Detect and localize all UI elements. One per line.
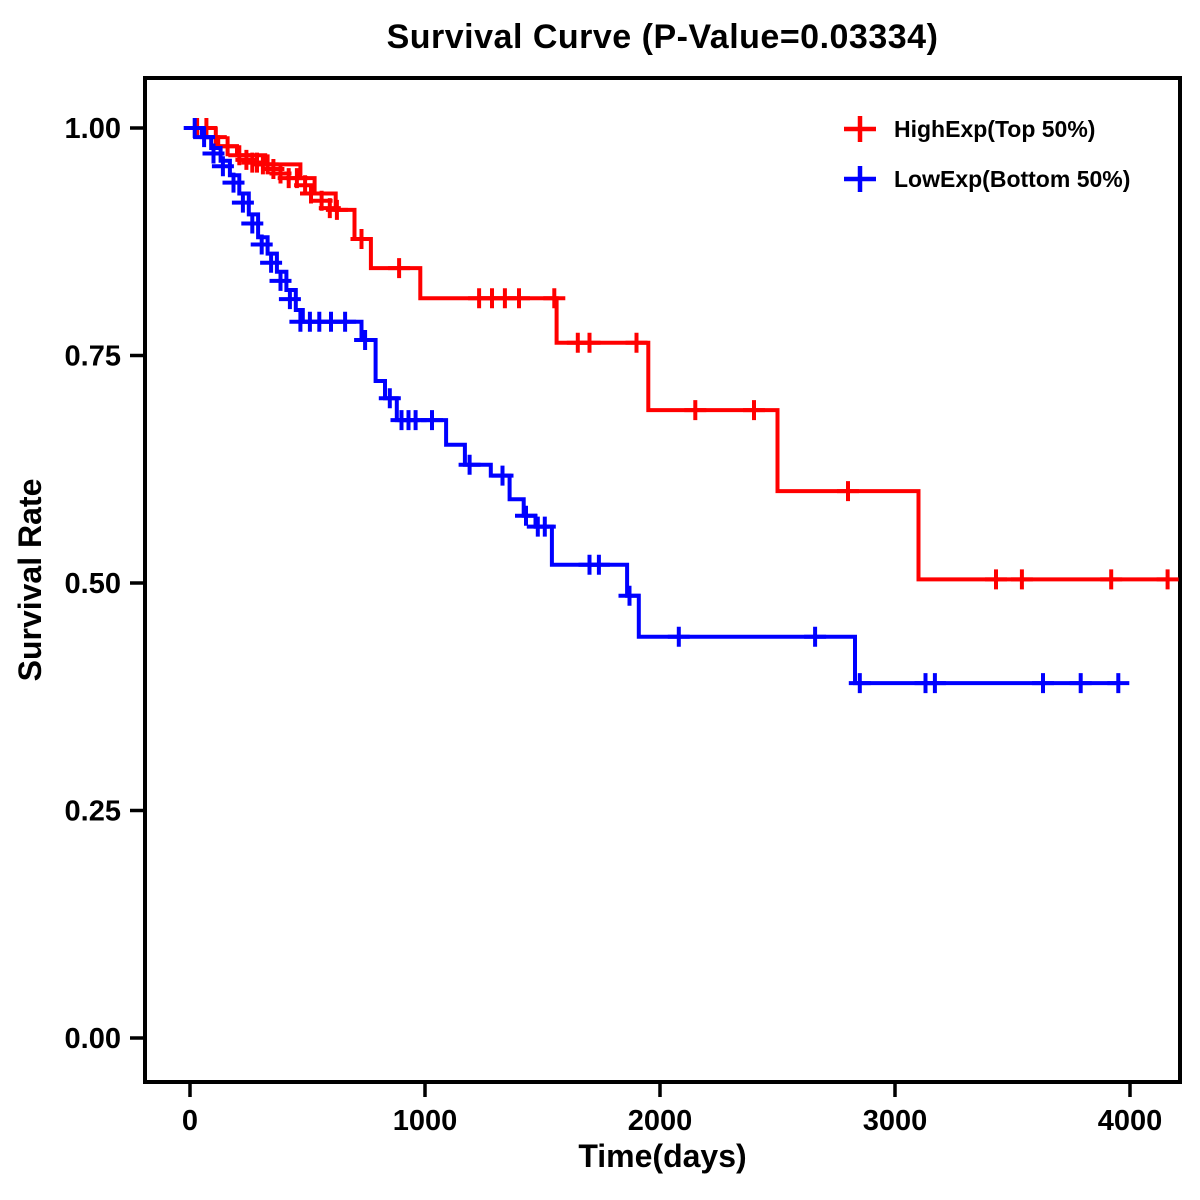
plus-marker-icon [844,166,876,192]
censor-mark [543,288,566,309]
censor-mark [1107,673,1130,694]
y-tick-label: 0.00 [65,1023,121,1055]
censor-mark [260,252,283,273]
censor-mark [222,172,245,193]
censor-mark [618,585,641,606]
y-tick-label: 0.75 [65,341,121,373]
censor-mark [533,516,556,537]
censor-mark [378,388,401,409]
censor-mark [193,127,216,148]
y-tick-label: 0.50 [65,568,121,600]
censor-mark [1032,673,1054,694]
censor-mark [211,156,234,177]
censor-mark [350,229,373,249]
censor-mark [515,505,537,526]
censor-mark [587,554,610,575]
censor-mark [1156,569,1179,590]
censor-mark [743,400,765,421]
censor-mark [421,410,443,431]
censor-mark [985,569,1007,590]
censor-mark [491,465,514,486]
y-tick-label: 0.25 [65,796,121,828]
chart-title: Survival Curve (P-Value=0.03334) [386,18,939,56]
plot-border [143,76,1182,1084]
censor-mark [250,234,273,255]
censor-mark [1100,569,1123,590]
censor-mark [625,332,648,353]
legend-item-highexp: HighExp(Top 50%) [838,112,1130,146]
x-tick-label: 4000 [1098,1105,1163,1137]
x-axis-label: Time(days) [578,1138,747,1174]
censor-mark [578,332,601,353]
censor-mark [848,673,871,694]
censor-mark [837,481,859,502]
censor-mark [354,330,377,350]
censor-mark [334,311,357,332]
censor-mark [508,288,530,309]
legend-label-highexp: HighExp(Top 50%) [894,115,1096,142]
legend-label-lowexp: LowExp(Bottom 50%) [894,165,1131,192]
censor-mark [202,143,225,164]
censor-mark [241,213,264,234]
x-tick-label: 1000 [393,1105,458,1137]
censor-mark [388,258,411,279]
censor-mark [1010,569,1033,590]
legend-item-lowexp: LowExp(Bottom 50%) [838,162,1130,196]
plus-marker-red [844,116,876,142]
censor-mark [684,400,707,421]
censor-mark [231,192,254,213]
censor-mark [269,270,292,291]
censor-mark [804,626,827,647]
plus-marker-blue [844,166,876,192]
censor-mark [923,673,946,694]
plus-marker-icon [844,116,876,142]
censor-mark [278,289,301,310]
censor-mark [667,626,690,647]
censor-mark [458,454,481,475]
legend: HighExp(Top 50%) LowExp(Bottom 50%) [838,112,1130,196]
x-tick-label: 3000 [863,1105,928,1137]
censor-mark [183,118,206,138]
censor-mark [325,199,348,220]
y-axis-label: Survival Rate [12,478,48,682]
censor-mark [1069,673,1092,694]
x-tick-label: 2000 [628,1105,693,1137]
x-tick-label: 0 [182,1105,198,1137]
y-tick-label: 1.00 [65,113,121,145]
